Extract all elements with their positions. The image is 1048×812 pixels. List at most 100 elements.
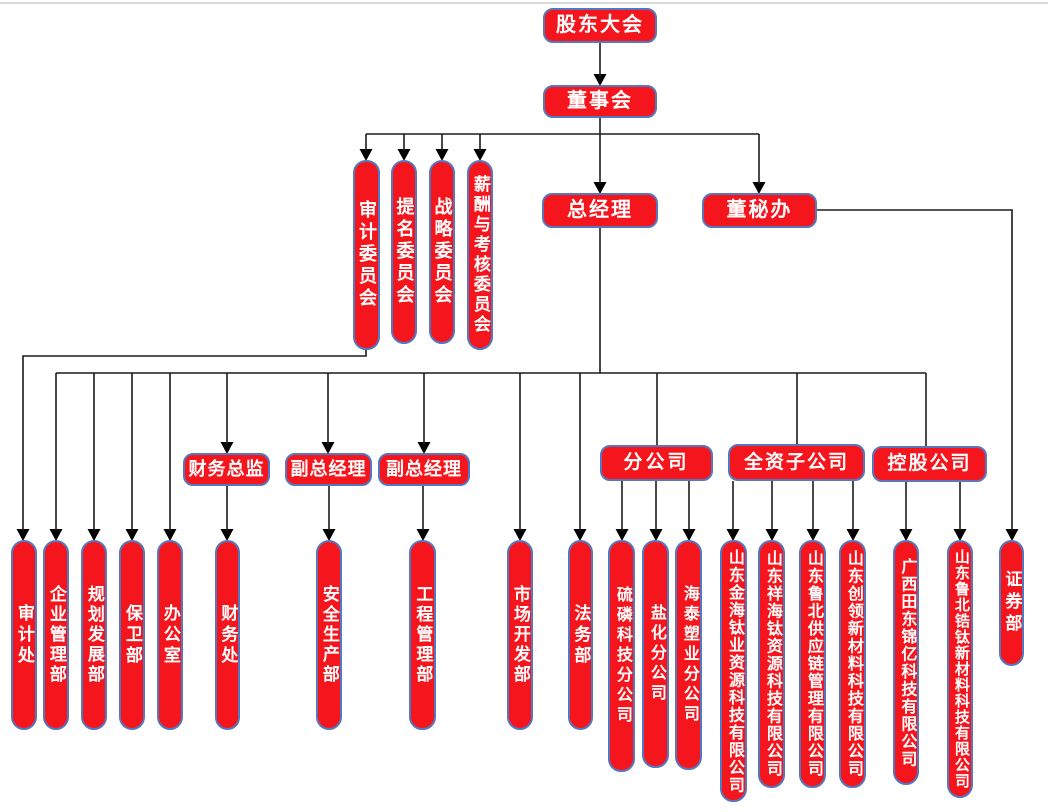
org-node-branch-companies: 分公司 (600, 445, 713, 481)
org-node-xianghai-titanium-resources: 山东祥海钛资源科技有限公司 (758, 540, 785, 788)
org-node-planning-development-dept: 规划发展部 (81, 540, 107, 730)
org-node-deputy-general-manager-2: 副总经理 (378, 453, 470, 486)
arrowhead (416, 529, 430, 541)
org-node-board-of-directors: 董事会 (543, 85, 657, 118)
arrowhead (16, 529, 30, 541)
org-node-finance-director: 财务总监 (183, 453, 270, 486)
org-node-label: 市场开发部 (510, 585, 530, 685)
org-node-finance-office: 财务处 (215, 540, 240, 730)
org-node-label: 规划发展部 (84, 585, 104, 685)
arrowhead (806, 529, 820, 541)
org-node-haitai-plastics-branch: 海泰塑业分公司 (675, 540, 702, 770)
org-node-label: 山东鲁北锆钛新材料科技有限公司 (952, 549, 969, 789)
arrowhead (726, 529, 740, 541)
org-node-label: 广西田东锦亿科技有限公司 (898, 557, 916, 768)
org-node-label: 硫磷科技分公司 (613, 586, 631, 726)
arrowhead (87, 529, 101, 541)
org-node-chuangling-new-materials: 山东创领新材料科技有限公司 (839, 540, 866, 788)
org-node-lubei-zirconium-titanium-new-materials: 山东鲁北锆钛新材料科技有限公司 (947, 540, 973, 798)
org-node-label: 盐化分公司 (647, 604, 665, 704)
org-node-strategy-committee: 战略委员会 (429, 160, 455, 344)
org-node-general-manager: 总经理 (542, 193, 658, 228)
arrowhead (593, 182, 607, 194)
org-node-label: 分公司 (623, 452, 690, 474)
arrowhead (573, 529, 587, 541)
arrowhead (435, 149, 449, 161)
org-node-label: 董事会 (567, 90, 633, 112)
arrowhead (220, 529, 234, 541)
org-node-audit-office: 审计处 (11, 540, 37, 730)
org-node-compensation-assessment-committee: 薪酬与考核委员会 (467, 160, 493, 350)
org-node-nomination-committee: 提名委员会 (391, 160, 417, 344)
arrowhead (513, 529, 527, 541)
org-node-jinhai-titanium-resources: 山东金海钛业资源科技有限公司 (720, 540, 747, 802)
org-node-label: 法务部 (571, 603, 591, 667)
org-node-label: 副总经理 (386, 459, 462, 480)
arrowhead (473, 149, 487, 161)
org-node-label: 企业管理部 (46, 585, 66, 685)
org-node-label: 工程管理部 (413, 585, 433, 685)
org-node-engineering-management-dept: 工程管理部 (409, 540, 436, 730)
arrowhead (953, 529, 967, 541)
arrowhead (899, 529, 913, 541)
arrowhead (765, 529, 779, 541)
arrowhead (682, 529, 696, 541)
arrowhead (220, 442, 234, 454)
org-node-enterprise-management-dept: 企业管理部 (43, 540, 69, 730)
arrowhead (322, 529, 336, 541)
org-node-general-affairs-office: 办公室 (157, 540, 183, 730)
connector-audit-committee-to-audit-office (22, 350, 367, 531)
org-node-label: 财务处 (218, 603, 238, 667)
org-node-label: 总经理 (567, 199, 633, 221)
arrowhead (752, 182, 766, 194)
arrowhead (163, 529, 177, 541)
org-node-holding-companies: 控股公司 (872, 446, 987, 482)
org-node-label: 审计处 (14, 603, 34, 667)
arrowhead (397, 149, 411, 161)
org-node-salt-chemical-branch: 盐化分公司 (642, 540, 669, 768)
arrowhead (615, 529, 629, 541)
org-node-security-dept: 保卫部 (119, 540, 145, 730)
arrowhead (49, 529, 63, 541)
org-node-label: 山东祥海钛资源科技有限公司 (763, 550, 781, 778)
org-node-label: 财务总监 (188, 459, 265, 480)
window-top-edge-line (0, 2, 1048, 4)
arrowhead (593, 74, 607, 86)
org-node-label: 海泰塑业分公司 (680, 585, 698, 725)
org-node-safety-production-dept: 安全生产部 (316, 540, 342, 730)
org-node-label: 董秘办 (726, 199, 793, 221)
arrowhead (321, 442, 335, 454)
org-node-guangxi-tiandong-jinyi: 广西田东锦亿科技有限公司 (893, 540, 919, 785)
org-node-label: 提名委员会 (394, 197, 415, 307)
arrowhead (649, 529, 663, 541)
org-node-label: 证券部 (1002, 570, 1022, 636)
org-node-lubei-supply-chain: 山东鲁北供应链管理有限公司 (799, 540, 826, 788)
arrowhead (417, 442, 431, 454)
org-node-wholly-owned-subsidiaries: 全资子公司 (728, 444, 865, 481)
arrowhead (359, 149, 373, 161)
org-node-securities-dept: 证券部 (999, 540, 1024, 666)
org-node-label: 办公室 (160, 603, 180, 667)
arrowhead (846, 529, 860, 541)
org-node-label: 薪酬与考核委员会 (470, 175, 490, 335)
org-node-shareholders-meeting: 股东大会 (543, 8, 657, 43)
org-node-label: 控股公司 (887, 453, 972, 475)
org-node-board-secretary-office: 董秘办 (702, 193, 817, 228)
org-node-audit-committee: 审计委员会 (353, 160, 380, 350)
org-node-label: 股东大会 (556, 14, 644, 36)
arrowhead (1005, 529, 1019, 541)
connector-board-secretary-office-to-securities-dept (817, 209, 1013, 531)
org-node-label: 审计委员会 (356, 200, 377, 310)
org-node-label: 全资子公司 (743, 451, 849, 473)
org-node-label: 山东鲁北供应链管理有限公司 (804, 550, 822, 778)
org-node-deputy-general-manager-1: 副总经理 (285, 453, 372, 486)
org-node-legal-affairs-dept: 法务部 (568, 540, 593, 730)
org-node-label: 山东金海钛业资源科技有限公司 (725, 548, 743, 794)
arrowhead (125, 529, 139, 541)
org-node-sulfur-phosphorus-tech-branch: 硫磷科技分公司 (608, 540, 635, 772)
org-node-label: 山东创领新材料科技有限公司 (844, 550, 862, 778)
org-node-label: 安全生产部 (319, 585, 339, 685)
org-node-label: 战略委员会 (432, 197, 453, 307)
